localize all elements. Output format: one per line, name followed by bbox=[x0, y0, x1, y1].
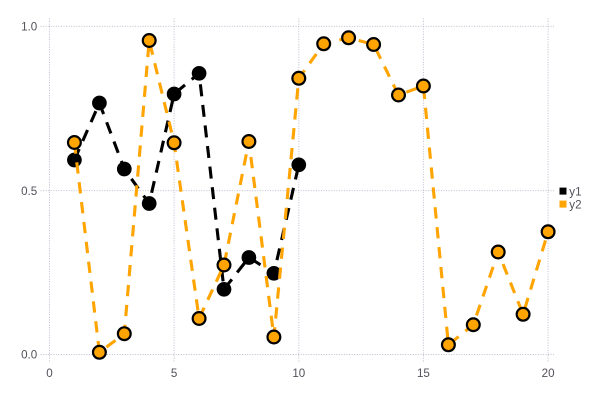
svg-text:5: 5 bbox=[171, 367, 177, 380]
svg-text:20: 20 bbox=[542, 367, 555, 380]
svg-text:15: 15 bbox=[417, 367, 430, 380]
svg-text:1.0: 1.0 bbox=[21, 21, 37, 34]
svg-text:0.0: 0.0 bbox=[21, 349, 37, 362]
svg-text:y2: y2 bbox=[569, 199, 581, 212]
svg-text:10: 10 bbox=[292, 367, 305, 380]
svg-text:0: 0 bbox=[46, 367, 52, 380]
svg-text:0.5: 0.5 bbox=[21, 185, 37, 198]
svg-text:y1: y1 bbox=[569, 186, 581, 199]
